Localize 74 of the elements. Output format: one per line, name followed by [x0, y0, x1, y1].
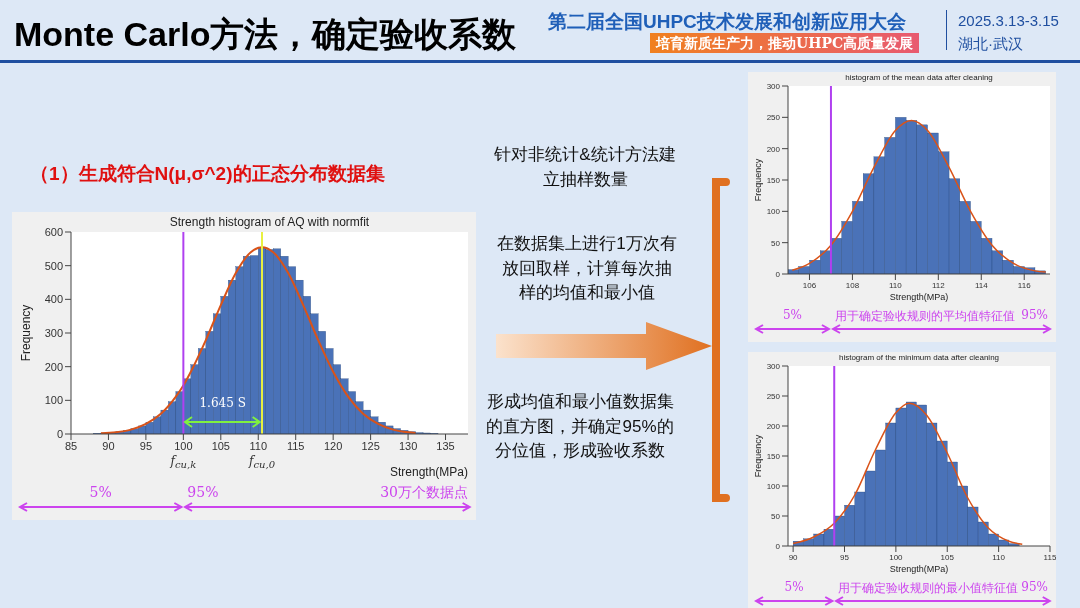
x-tick-label: 90 [788, 552, 799, 562]
y-tick-label: 0 [775, 541, 781, 551]
x-tick-label: 110 [992, 552, 1006, 562]
x-tick-label: 112 [931, 280, 946, 290]
y-tick-label: 0 [775, 269, 781, 279]
text: Monte Carlo方法，确定验收系数 [14, 14, 517, 55]
x-tick-label: 95 [840, 552, 850, 562]
x-tick-label: 95 [139, 439, 153, 452]
x-tick-label: 120 [323, 439, 343, 452]
y-axis-title: Frequency [753, 434, 764, 478]
text: 培育新质生产力，推动UHPC高质量发展 [650, 33, 920, 54]
y-tick-label: 100 [766, 481, 781, 491]
chart-title: histogram of the mean data after cleaning [844, 73, 994, 82]
x-tick-label: 100 [889, 552, 904, 562]
ref-line-label: f$_{cu,0}$ [247, 454, 276, 471]
x-tick-label: 105 [940, 552, 955, 562]
text: 针对非统计&统计方法建立抽样数量 [493, 144, 677, 191]
text: 湖北·武汉 [958, 34, 1023, 54]
y-tick-label: 300 [766, 81, 781, 91]
y-tick-label: 200 [766, 144, 781, 154]
x-axis-title: Strength(MPa) [889, 292, 949, 302]
y-tick-label: 300 [766, 361, 781, 371]
y-tick-label: 150 [766, 175, 781, 185]
x-tick-label: 110 [888, 280, 903, 290]
x-tick-label: 114 [974, 280, 989, 290]
text: 2025.3.13-3.15 [958, 11, 1059, 31]
x-tick-label: 106 [802, 280, 817, 290]
y-tick-label: 0 [56, 427, 63, 440]
text: 形成均值和最小值数据集的直方图，并确定95%的分位值，形成验收系数 [485, 391, 675, 463]
y-tick-label: 150 [766, 451, 781, 461]
y-tick-label: 400 [44, 293, 63, 306]
x-tick-label: 108 [845, 280, 860, 290]
x-tick-label: 135 [436, 439, 455, 452]
y-tick-label: 50 [771, 238, 781, 248]
chart-title: Strength histogram of AQ with normfit [168, 215, 371, 229]
text: 在数据集上进行1万次有放回取样，计算每次抽样的均值和最小值 [497, 233, 677, 305]
x-tick-label: 115 [1043, 552, 1057, 562]
y-axis-title: Frequency [753, 158, 764, 202]
y-tick-label: 100 [44, 394, 63, 407]
y-tick-label: 500 [44, 259, 63, 272]
ref-line-label: f$_{cu,k}$ [169, 454, 198, 471]
text: 用于确定验收规则的最小值特征值 [838, 580, 1019, 597]
x-axis-title: Strength(MPa) [389, 465, 468, 479]
y-tick-label: 250 [766, 113, 781, 123]
x-tick-label: 130 [398, 439, 418, 452]
x-tick-label: 110 [249, 439, 268, 452]
y-tick-label: 50 [771, 511, 781, 521]
text: 第二届全国UHPC技术发展和创新应用大会 [548, 10, 906, 34]
x-tick-label: 85 [64, 439, 78, 452]
text: 30万个数据点 [380, 484, 468, 502]
y-tick-label: 100 [766, 207, 781, 217]
y-axis-title: Frequency [19, 304, 34, 362]
x-tick-label: 116 [1017, 280, 1032, 290]
chart-title: histogram of the minimum data after cleaning [837, 353, 1001, 362]
text: 5% [781, 308, 803, 322]
text: 用于确定验收规则的平均值特征值 [834, 308, 1015, 325]
x-tick-label: 100 [174, 439, 193, 452]
y-tick-label: 250 [766, 391, 781, 401]
text: 95% [1021, 580, 1048, 594]
text: （1）生成符合N(μ,σ^2)的正态分布数据集 [30, 162, 385, 186]
x-tick-label: 105 [211, 439, 230, 452]
y-tick-label: 200 [44, 360, 63, 373]
x-tick-label: 115 [286, 439, 305, 452]
y-tick-label: 600 [44, 225, 63, 238]
text: 95% [187, 484, 219, 500]
y-tick-label: 200 [766, 421, 781, 431]
x-axis-title: Strength(MPa) [889, 564, 949, 574]
x-tick-label: 125 [361, 439, 380, 452]
text: 5% [88, 484, 113, 500]
y-tick-label: 300 [44, 326, 63, 339]
text: 5% [783, 580, 805, 594]
annotation: 1.645 S [198, 396, 247, 411]
x-tick-label: 90 [102, 439, 115, 452]
text: 95% [1021, 308, 1048, 322]
